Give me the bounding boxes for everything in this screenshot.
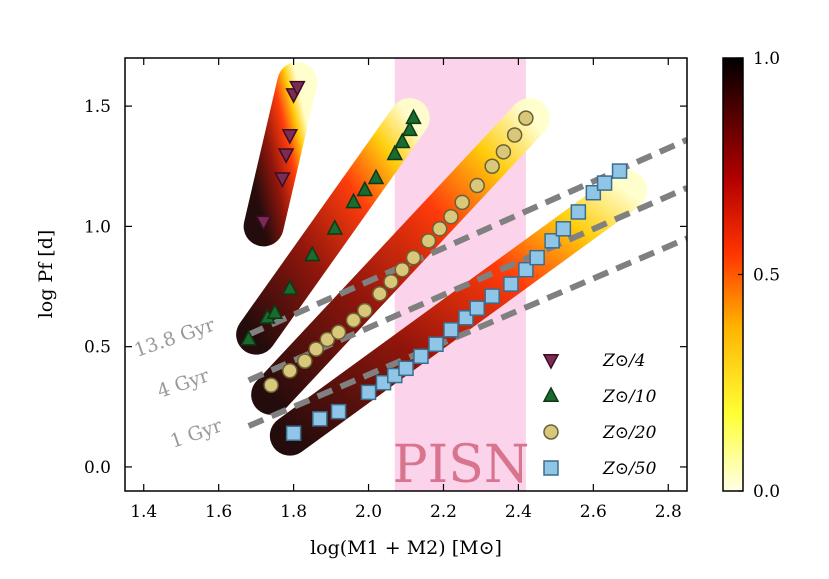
x-tick-label: 2.8 bbox=[655, 502, 682, 522]
series-3-point-11 bbox=[394, 261, 411, 278]
series-4-point-10 bbox=[443, 322, 459, 338]
series-4-point-4 bbox=[360, 384, 377, 401]
plot-frame bbox=[124, 57, 688, 492]
x-tick-label: 1.6 bbox=[205, 502, 232, 522]
colorbar-tick-label: 1.0 bbox=[753, 49, 780, 69]
isochrone-label-2: 4 Gyr bbox=[154, 364, 212, 402]
series-3-point-17 bbox=[469, 177, 485, 194]
series-4-point-3 bbox=[330, 403, 347, 420]
series-3-point-6 bbox=[330, 324, 347, 340]
series-1-point-4 bbox=[281, 128, 299, 145]
isochrone-label-3: 1 Gyr bbox=[167, 414, 225, 452]
legend-label-4: Z⊙/50 bbox=[602, 459, 657, 479]
series-4-point-9 bbox=[428, 336, 444, 353]
series-4-point-7 bbox=[398, 360, 414, 377]
series-3-point-1 bbox=[263, 377, 279, 393]
legend-label-1: Z⊙/4 bbox=[602, 351, 646, 371]
series-3-point-12 bbox=[405, 249, 422, 266]
series-3-point-15 bbox=[443, 209, 459, 225]
series-4-point-21 bbox=[596, 175, 613, 191]
series-4-point-8 bbox=[413, 348, 429, 365]
x-axis-label: log(M1 + M2) [M⊙] bbox=[310, 537, 502, 559]
series-3-point-20 bbox=[506, 127, 523, 143]
series-2-point-3 bbox=[266, 303, 284, 319]
legend-label-2: Z⊙/10 bbox=[602, 387, 657, 407]
y-tick-label: 1.0 bbox=[84, 217, 111, 237]
x-tick-label: 2.2 bbox=[430, 502, 457, 522]
legend-label-3: Z⊙/20 bbox=[602, 423, 657, 443]
colorbar-tick-label: 0.0 bbox=[753, 482, 780, 502]
series-3-point-14 bbox=[431, 221, 448, 237]
series-3-point-2 bbox=[282, 362, 298, 379]
x-tick-label: 2.0 bbox=[355, 502, 382, 522]
series-3-point-10 bbox=[383, 273, 399, 290]
series-4-point-15 bbox=[518, 261, 534, 278]
series-1-point-1 bbox=[255, 215, 272, 232]
series-4-point-22 bbox=[611, 163, 628, 179]
series-3-point-13 bbox=[420, 233, 437, 249]
y-axis: 0.0 0.5 1.0 1.5 bbox=[84, 97, 687, 478]
series-3-point-9 bbox=[372, 285, 388, 302]
density-band-1 bbox=[243, 62, 318, 247]
series-3-point-21 bbox=[518, 110, 534, 126]
series-4-point-12 bbox=[469, 300, 485, 316]
x-tick-label: 2.4 bbox=[505, 502, 532, 522]
colorbar-ticks: 0.0 0.5 1.0 bbox=[738, 49, 780, 502]
series-3-point-3 bbox=[297, 353, 313, 369]
legend-marker-3 bbox=[543, 424, 559, 440]
series-1-point-6 bbox=[289, 80, 306, 97]
series-2-point-13 bbox=[405, 108, 422, 125]
series-4-point-19 bbox=[570, 204, 587, 220]
x-tick-label: 1.8 bbox=[280, 502, 307, 522]
series-2-point-12 bbox=[401, 120, 418, 137]
isochrone-label-1: 13.8 Gyr bbox=[131, 313, 218, 361]
series-1-point-3 bbox=[277, 148, 295, 164]
series-4-point-1 bbox=[285, 425, 302, 442]
series-3-point-4 bbox=[308, 341, 324, 357]
series-2-point-7 bbox=[345, 192, 362, 209]
series-1-point-2 bbox=[274, 172, 291, 188]
x-tick-label: 1.4 bbox=[130, 502, 157, 522]
x-tick-label: 2.6 bbox=[580, 502, 607, 522]
series-3-point-8 bbox=[357, 302, 373, 319]
colorbar-tick-label: 0.5 bbox=[753, 266, 780, 286]
series-3-point-16 bbox=[454, 194, 470, 211]
y-tick-label: 1.5 bbox=[84, 97, 111, 117]
y-axis-label: log Pf [d] bbox=[35, 230, 57, 319]
series-2-point-10 bbox=[386, 144, 404, 161]
series-3-point-19 bbox=[495, 144, 512, 160]
series-2-point-5 bbox=[304, 245, 321, 262]
legend-marker-2 bbox=[542, 386, 560, 402]
series-4-point-17 bbox=[544, 233, 560, 249]
y-tick-label: 0.5 bbox=[84, 338, 111, 358]
series-2-point-9 bbox=[367, 168, 385, 185]
series-2-point-8 bbox=[356, 180, 374, 197]
x-axis: 1.4 1.6 1.8 2.0 2.2 2.4 2.6 2.8 bbox=[130, 58, 682, 522]
data-points bbox=[240, 80, 628, 442]
series-4-point-16 bbox=[529, 249, 545, 266]
series-4-point-13 bbox=[484, 288, 500, 304]
pisn-label: PISN bbox=[393, 435, 530, 495]
series-4-point-18 bbox=[555, 221, 572, 237]
series-2-point-4 bbox=[281, 279, 299, 295]
legend: Z⊙/4 Z⊙/10 Z⊙/20 Z⊙/50 bbox=[542, 351, 657, 479]
series-3-point-7 bbox=[345, 312, 362, 328]
series-2-point-6 bbox=[326, 219, 344, 235]
legend-marker-4 bbox=[543, 460, 559, 476]
series-4-point-14 bbox=[503, 276, 519, 292]
series-2-point-1 bbox=[240, 329, 257, 346]
legend-marker-1 bbox=[542, 354, 560, 370]
isochrone-line-3 bbox=[247, 235, 687, 429]
series-3-point-5 bbox=[319, 331, 336, 348]
series-2-point-11 bbox=[394, 132, 411, 149]
series-3-point-18 bbox=[484, 158, 500, 174]
isochrone-line-1 bbox=[247, 137, 687, 338]
plot-area bbox=[236, 58, 687, 491]
series-4-point-2 bbox=[312, 411, 328, 427]
y-tick-label: 0.0 bbox=[84, 458, 111, 478]
